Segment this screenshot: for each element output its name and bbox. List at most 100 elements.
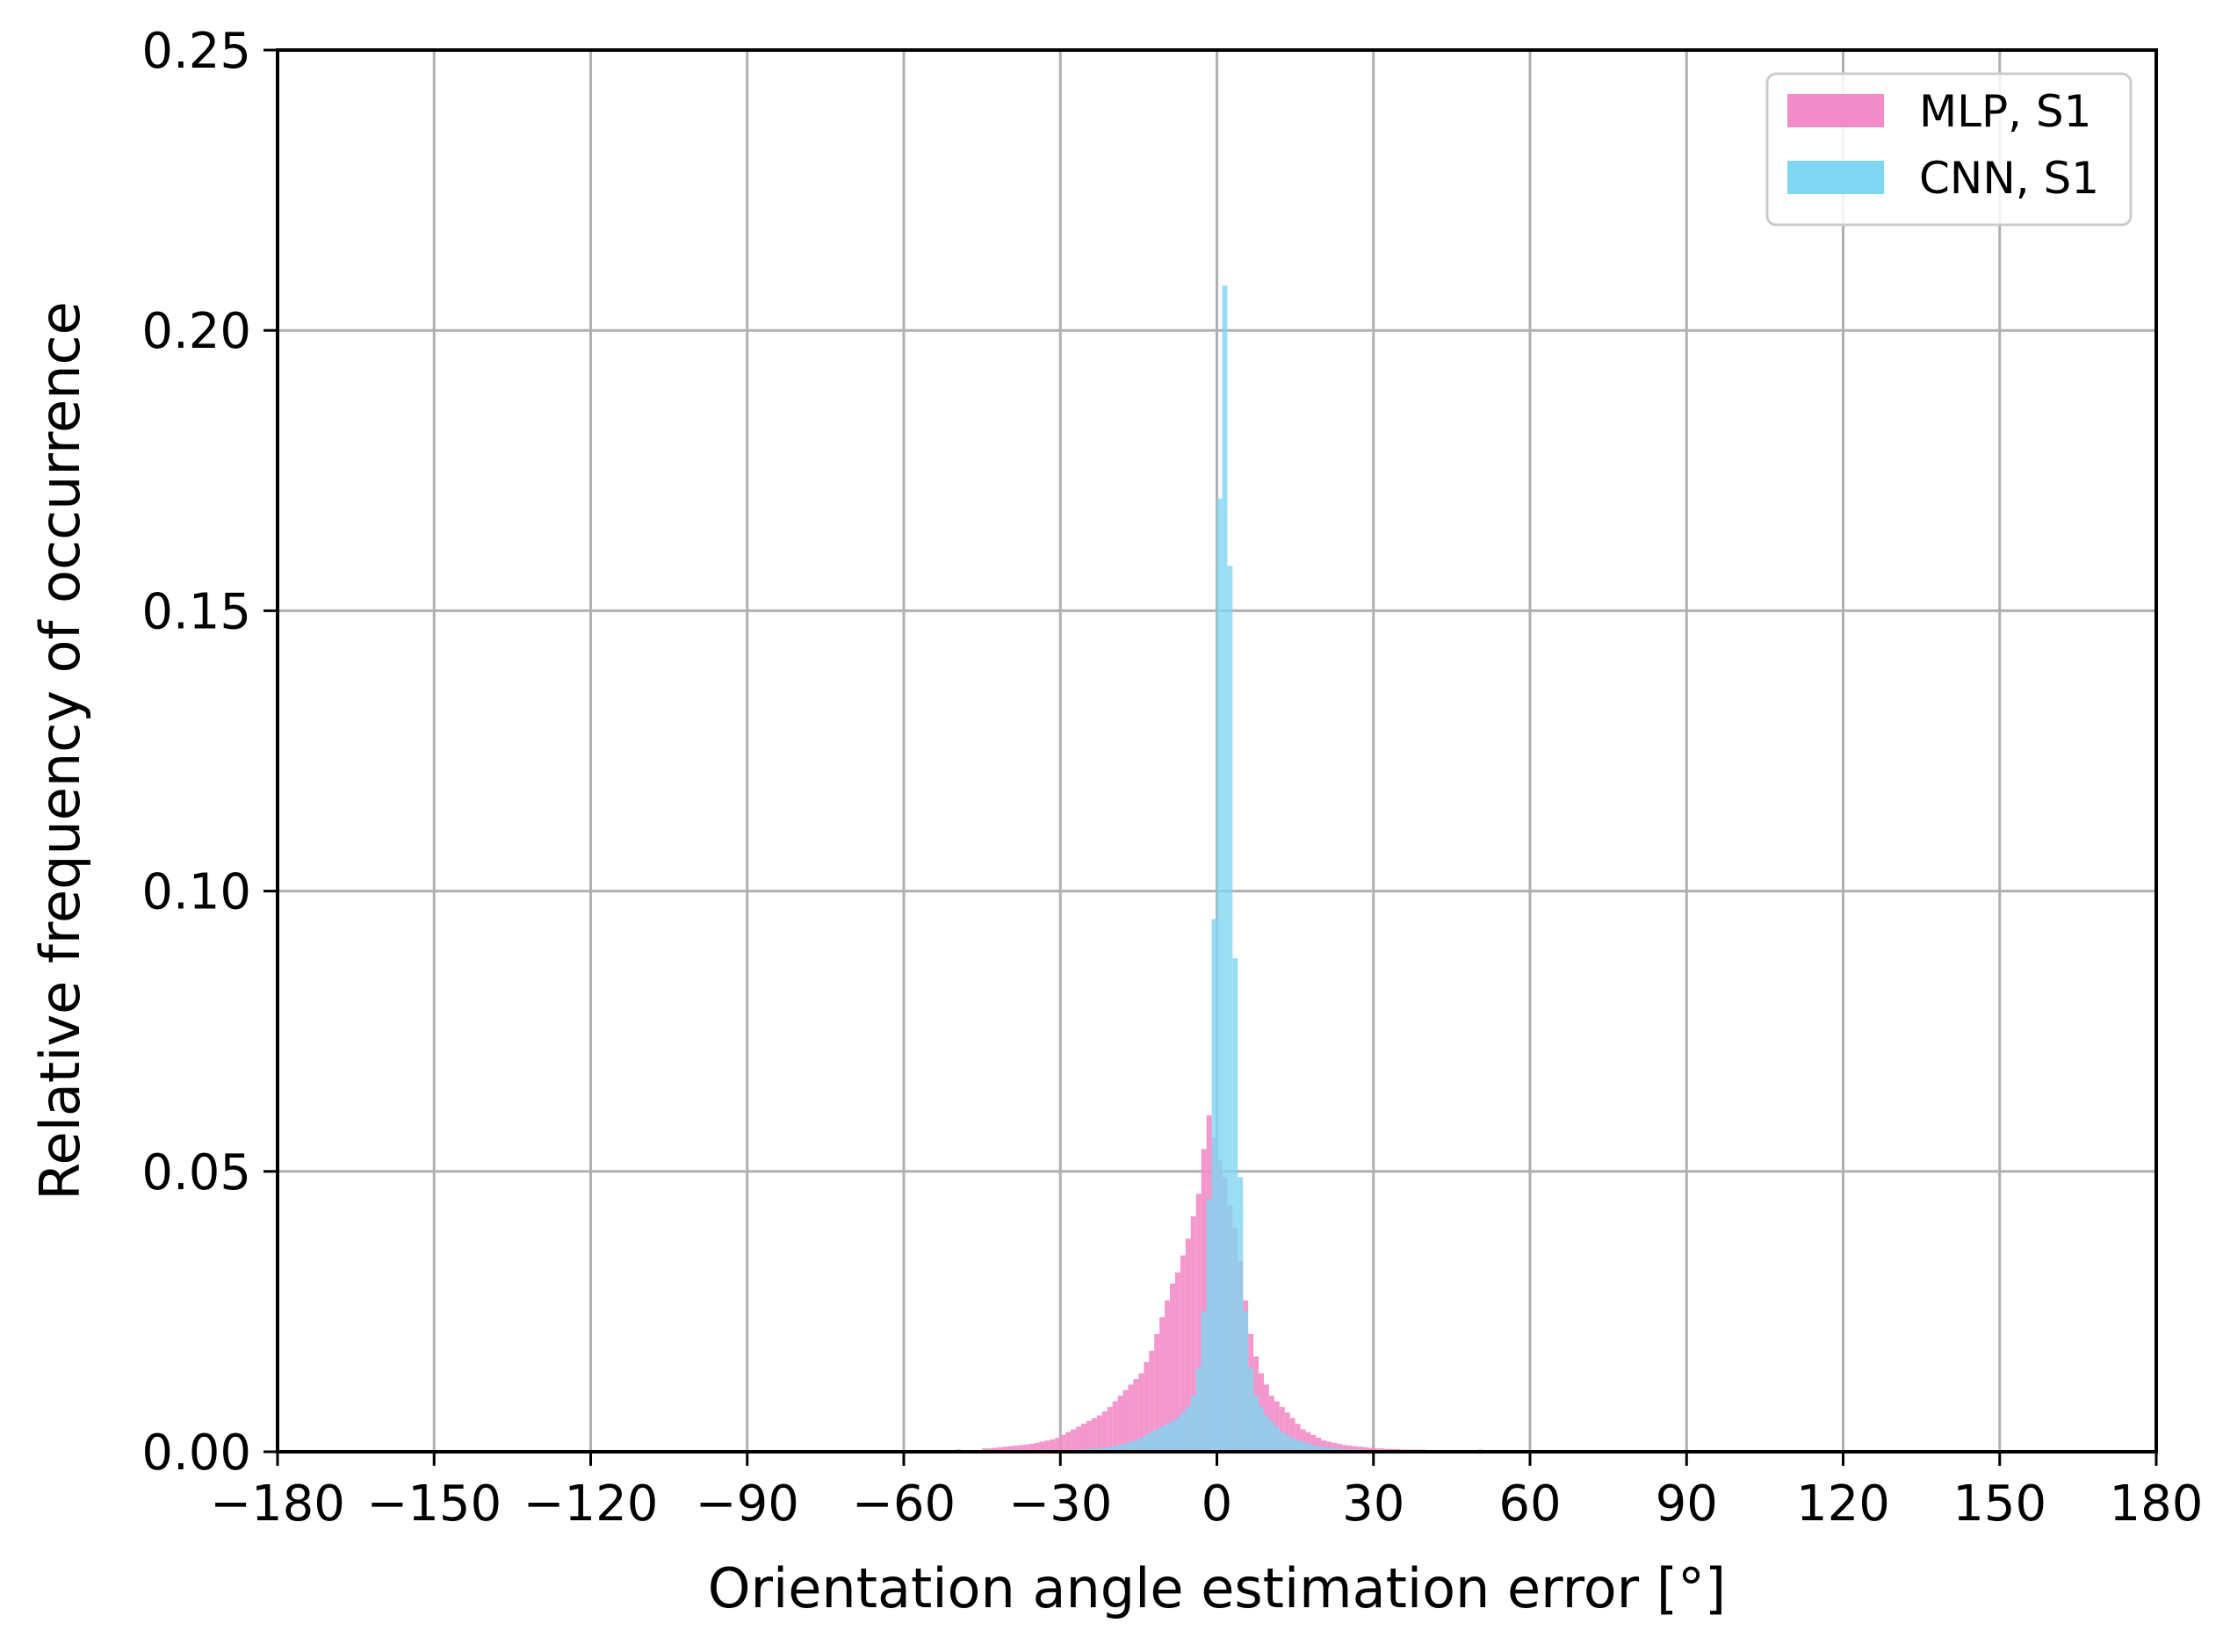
bar-mlp-41 xyxy=(1195,1194,1202,1452)
bar-mlp-60 xyxy=(1295,1424,1301,1452)
x-tick-label-5: −30 xyxy=(1008,1475,1112,1533)
bar-cnn-1 xyxy=(1117,1445,1123,1452)
bar-cnn-23 xyxy=(1232,958,1238,1452)
bar-mlp-74 xyxy=(1368,1447,1374,1452)
bar-cnn-29 xyxy=(1263,1415,1269,1452)
bar-mlp-34 xyxy=(1159,1317,1166,1452)
bar-cnn-6 xyxy=(1144,1434,1150,1452)
bar-cnn-2 xyxy=(1122,1443,1129,1452)
bar-mlp-32 xyxy=(1149,1351,1155,1452)
bar-mlp-2 xyxy=(992,1447,998,1452)
bar-mlp-24 xyxy=(1107,1406,1113,1452)
x-axis-label: Orientation angle estimation error [°] xyxy=(708,1556,1726,1620)
x-tick-label-3: −90 xyxy=(696,1475,799,1533)
bar-mlp-69 xyxy=(1342,1445,1348,1452)
bar-mlp-3 xyxy=(997,1446,1003,1452)
bar-mlp-9 xyxy=(1028,1444,1035,1452)
x-tick-label-1: −150 xyxy=(366,1475,502,1533)
bar-mlp-26 xyxy=(1117,1396,1123,1452)
bar-mlp-12 xyxy=(1044,1440,1050,1452)
bar-cnn-38 xyxy=(1310,1445,1317,1452)
bar-cnn-15 xyxy=(1190,1396,1196,1452)
x-tick-label-12: 180 xyxy=(2110,1475,2204,1533)
bar-cnn-31 xyxy=(1274,1426,1280,1452)
bar-cnn-25 xyxy=(1243,1311,1249,1452)
legend: MLP, S1 CNN, S1 xyxy=(1765,72,2133,227)
bar-cnn-9 xyxy=(1159,1426,1166,1452)
legend-label-mlp: MLP, S1 xyxy=(1919,86,2091,137)
bar-mlp-20 xyxy=(1086,1420,1092,1452)
bar-mlp-31 xyxy=(1144,1361,1150,1452)
bar-mlp-63 xyxy=(1310,1434,1317,1452)
bar-cnn-20 xyxy=(1216,498,1223,1452)
histogram-bars xyxy=(434,285,1797,1453)
bar-cnn-11 xyxy=(1170,1420,1175,1452)
bar-mlp-37 xyxy=(1174,1272,1180,1452)
y-tick-label-0: 0.00 xyxy=(141,1425,251,1482)
bar-cnn-17 xyxy=(1201,1311,1207,1452)
bar-cnn-13 xyxy=(1180,1412,1186,1452)
bar-mlp-28 xyxy=(1128,1384,1134,1452)
bar-mlp-68 xyxy=(1337,1444,1343,1452)
x-tick-label-2: −120 xyxy=(523,1475,659,1533)
bar-cnn-30 xyxy=(1268,1420,1274,1452)
bar-cnn-12 xyxy=(1174,1418,1180,1452)
bar-cnn-28 xyxy=(1259,1406,1264,1452)
bar-cnn-41 xyxy=(1326,1447,1332,1452)
x-tick-label-4: −60 xyxy=(852,1475,956,1533)
bar-mlp-19 xyxy=(1081,1424,1086,1452)
bar-mlp-11 xyxy=(1039,1441,1045,1452)
bar-mlp-30 xyxy=(1138,1373,1144,1452)
bar-mlp-58 xyxy=(1284,1412,1290,1452)
bar-mlp-38 xyxy=(1180,1255,1186,1452)
bar-mlp-61 xyxy=(1300,1429,1306,1452)
y-tick-label-5: 0.25 xyxy=(141,23,251,80)
bar-cnn-5 xyxy=(1138,1438,1144,1452)
legend-swatch-cnn xyxy=(1787,161,1884,194)
bar-mlp-29 xyxy=(1133,1379,1139,1452)
bar-mlp-42 xyxy=(1201,1149,1207,1452)
x-tick-label-7: 30 xyxy=(1342,1475,1404,1533)
bar-mlp-27 xyxy=(1122,1389,1129,1452)
bar-mlp-6 xyxy=(1013,1445,1019,1452)
bar-cnn-0 xyxy=(1112,1446,1118,1452)
bar-cnn-3 xyxy=(1128,1441,1134,1452)
bar-mlp-66 xyxy=(1326,1441,1332,1452)
bar-cnn-51 xyxy=(1107,1446,1113,1452)
y-axis-label: Relative frequency of occurrence xyxy=(28,301,92,1200)
bar-cnn-40 xyxy=(1321,1446,1327,1452)
x-tick-label-10: 120 xyxy=(1796,1475,1890,1533)
bar-cnn-4 xyxy=(1133,1440,1139,1452)
bar-mlp-18 xyxy=(1076,1426,1082,1452)
bar-cnn-18 xyxy=(1206,1199,1212,1452)
bar-cnn-10 xyxy=(1165,1424,1171,1452)
bar-mlp-14 xyxy=(1055,1438,1061,1452)
bar-mlp-67 xyxy=(1332,1442,1338,1452)
axis-ticks: −180 −150 −120 −90 −60 −30 0 30 60 90 120 150 180 0.0… xyxy=(141,23,2203,1533)
bar-cnn-14 xyxy=(1185,1406,1191,1452)
bar-cnn-34 xyxy=(1289,1438,1296,1452)
bar-cnn-33 xyxy=(1284,1434,1290,1452)
bar-cnn-26 xyxy=(1248,1367,1254,1452)
bar-mlp-39 xyxy=(1185,1238,1191,1452)
bar-mlp-21 xyxy=(1091,1418,1097,1452)
bar-mlp-33 xyxy=(1154,1333,1160,1452)
bar-mlp-7 xyxy=(1018,1445,1024,1452)
bar-cnn-8 xyxy=(1154,1429,1160,1452)
legend-swatch-mlp xyxy=(1787,94,1884,127)
bar-mlp-15 xyxy=(1060,1434,1066,1452)
bar-mlp-4 xyxy=(1002,1446,1008,1452)
bar-mlp-59 xyxy=(1289,1418,1296,1452)
bar-mlp-5 xyxy=(1007,1446,1014,1452)
bar-cnn-35 xyxy=(1295,1440,1301,1452)
bar-mlp-22 xyxy=(1096,1415,1102,1452)
y-tick-label-2: 0.10 xyxy=(141,864,251,921)
bar-mlp-70 xyxy=(1347,1445,1353,1452)
y-tick-label-4: 0.20 xyxy=(141,303,251,360)
bar-mlp-36 xyxy=(1170,1283,1175,1452)
legend-label-cnn: CNN, S1 xyxy=(1919,153,2099,204)
x-tick-label-8: 60 xyxy=(1498,1475,1561,1533)
bar-mlp-40 xyxy=(1190,1216,1196,1452)
x-tick-label-11: 150 xyxy=(1952,1475,2046,1533)
bar-cnn-32 xyxy=(1279,1432,1285,1452)
